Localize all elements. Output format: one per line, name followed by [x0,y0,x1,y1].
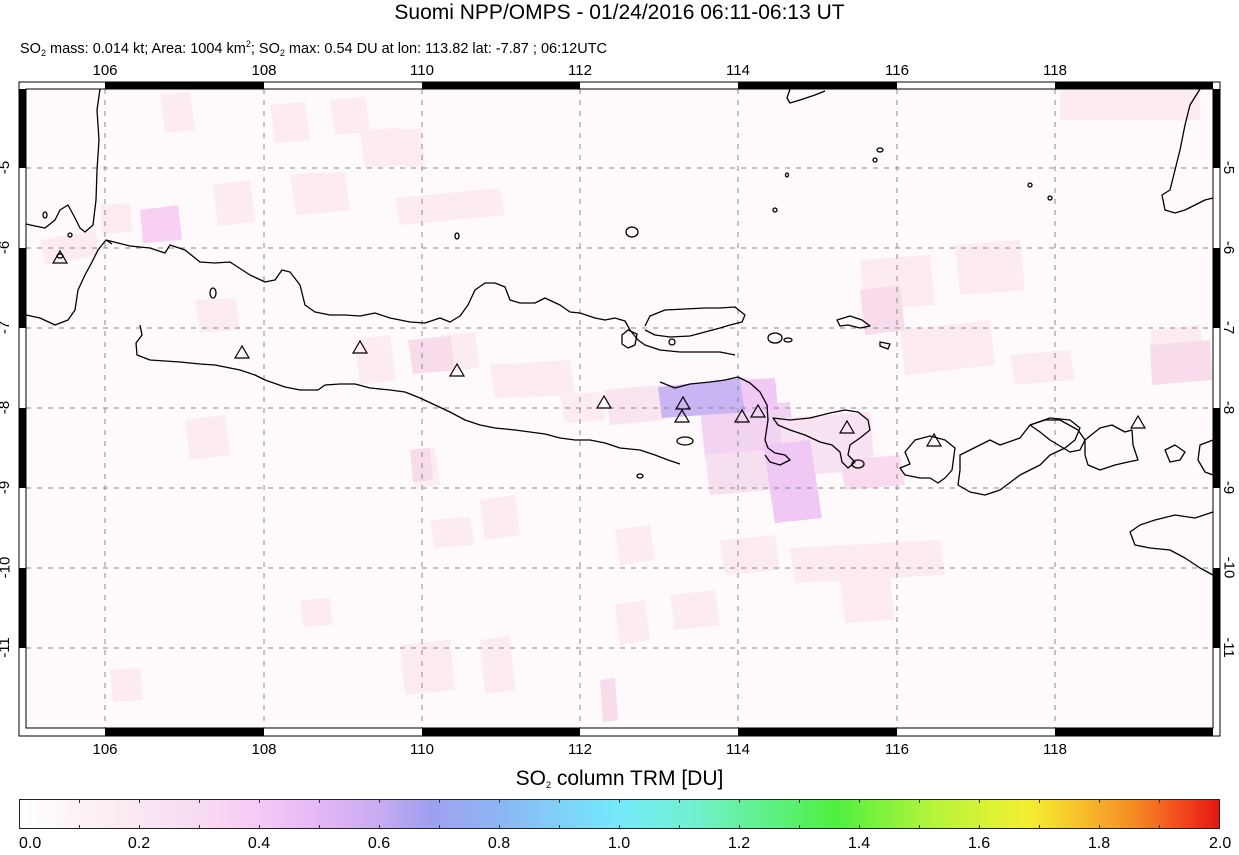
max-location-text: max: 0.54 DU at lon: 113.82 lat: -7.87 ;… [284,41,608,57]
volcano-markers [51,249,1147,447]
lon-tick-bottom: 118 [1043,741,1067,758]
page-title: Suomi NPP/OMPS - 01/24/2016 06:11-06:13 … [394,1,845,24]
colorbar-label: 1.2 [727,835,751,852]
lon-tick-top: 116 [885,62,909,79]
colorbar-title-so: SO [515,767,546,790]
colorbar-label: 1.6 [967,835,991,852]
lon-tick-top: 108 [251,62,277,79]
colorbar-label: 0.2 [127,835,151,852]
mass-area-text: mass: 0.014 kt; Area: 1004 km [45,41,246,57]
so2-pixels [40,90,1212,722]
triangle-icon [351,339,369,354]
colorbar-label: 0.4 [247,835,271,852]
lon-tick-bottom: 114 [726,741,750,758]
triangle-icon [673,408,691,423]
subscript: 2 [40,48,46,58]
subscript: 2 [546,780,552,790]
triangle-icon [925,432,943,447]
colorbar-title-rest: column TRM [DU] [551,767,724,790]
so2-pixel-west [140,205,182,243]
superscript: 2 [245,39,251,49]
colorbar-label: 0.8 [487,835,511,852]
lon-tick-bottom: 106 [92,741,118,758]
so2-max-label: ; SO [250,41,280,57]
triangle-icon [448,362,466,377]
colorbar-label: 0.0 [19,835,42,852]
triangle-icon [1129,414,1147,429]
lon-tick-bottom: 110 [410,741,434,758]
triangle-icon [595,394,613,409]
lon-tick-bottom: 112 [568,741,592,758]
subscript: 2 [279,48,285,58]
grid-lines [26,89,1213,728]
colorbar-label: 2.0 [1209,835,1232,852]
colorbar-label: 1.4 [847,835,871,852]
subtitle-stats: SO2 mass: 0.014 kt; Area: 1004 km2; SO2 … [20,35,607,62]
lon-tick-top: 106 [92,62,118,79]
coastlines [25,88,1214,576]
lon-tick-bottom: 108 [251,741,277,758]
colorbar-title: SO2 column TRM [DU] [0,766,1239,798]
lon-tick-bottom: 116 [885,741,909,758]
triangle-icon [838,419,856,434]
triangle-icon [733,408,751,423]
map-panel [18,81,1221,737]
so2-pixel-south-plume [763,440,822,523]
colorbar-label: 0.6 [367,835,391,852]
colorbar-label: 1.8 [1087,835,1111,852]
lon-tick-top: 114 [726,62,750,79]
triangle-icon [749,403,767,418]
triangle-icon [233,344,251,359]
so2-pixel-peak [658,378,748,418]
lon-tick-top: 118 [1043,62,1067,79]
triangle-icon [51,249,69,264]
so2-label: SO [20,41,41,57]
lon-tick-top: 110 [410,62,434,79]
triangle-icon [674,395,692,410]
map-frame-segments [19,82,1220,736]
colorbar-label: 1.0 [607,835,631,852]
lon-tick-top: 112 [568,62,592,79]
